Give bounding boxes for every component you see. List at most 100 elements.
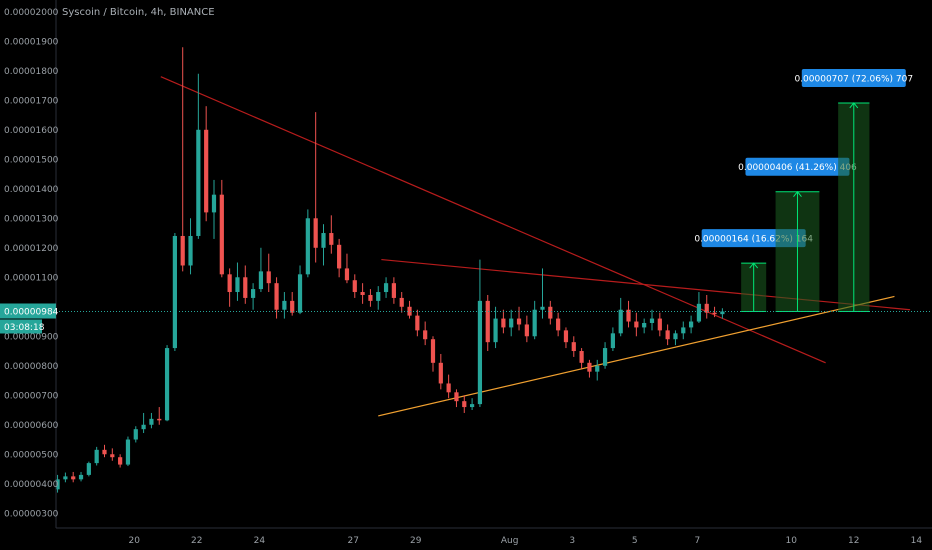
candle-body: [610, 333, 615, 349]
candle[interactable]: [133, 426, 138, 443]
candle[interactable]: [415, 309, 420, 337]
candle[interactable]: [712, 306, 717, 318]
candle[interactable]: [71, 471, 76, 483]
y-axis[interactable]: 0.00002000 0.00001900 0.00001800 0.00001700…: [4, 0, 59, 528]
candle[interactable]: [407, 300, 412, 319]
candle[interactable]: [305, 209, 310, 278]
candle[interactable]: [125, 436, 131, 467]
candle[interactable]: [524, 315, 529, 343]
candle[interactable]: [602, 342, 608, 369]
candle[interactable]: [470, 398, 475, 411]
candle[interactable]: [556, 312, 561, 337]
candle[interactable]: [454, 389, 459, 408]
candle[interactable]: [649, 309, 655, 331]
candle[interactable]: [321, 224, 326, 266]
candle[interactable]: [337, 238, 342, 278]
candle[interactable]: [673, 330, 678, 346]
candle[interactable]: [149, 412, 154, 429]
candle[interactable]: [681, 321, 686, 340]
candle[interactable]: [55, 474, 60, 493]
candle[interactable]: [720, 308, 725, 319]
candle[interactable]: [141, 412, 146, 434]
candle[interactable]: [493, 306, 498, 349]
candle[interactable]: [227, 268, 232, 307]
candle[interactable]: [696, 292, 702, 323]
candle[interactable]: [571, 336, 576, 357]
candle[interactable]: [477, 259, 483, 408]
candle[interactable]: [383, 277, 389, 298]
candle[interactable]: [344, 253, 350, 284]
candle[interactable]: [78, 471, 84, 482]
candle[interactable]: [251, 283, 256, 310]
candle[interactable]: [258, 247, 264, 293]
candle[interactable]: [157, 407, 162, 425]
candle[interactable]: [642, 318, 647, 334]
candle[interactable]: [172, 233, 177, 352]
candle[interactable]: [164, 345, 170, 422]
candle[interactable]: [63, 472, 68, 483]
target-label-box[interactable]: [801, 68, 906, 87]
candle[interactable]: [548, 300, 553, 325]
x-tick-label: 14: [911, 536, 923, 546]
candle[interactable]: [689, 315, 694, 334]
trendline-resistance[interactable]: [160, 76, 826, 364]
candle[interactable]: [618, 297, 623, 337]
candle[interactable]: [352, 274, 357, 298]
candle[interactable]: [485, 294, 490, 352]
candle[interactable]: [360, 283, 365, 304]
candle[interactable]: [282, 292, 287, 319]
y-tick-label: 0.00001600: [4, 126, 59, 136]
candle[interactable]: [313, 112, 318, 263]
candle[interactable]: [540, 268, 545, 319]
candle[interactable]: [188, 218, 193, 275]
candle[interactable]: [532, 300, 537, 340]
candle[interactable]: [438, 353, 443, 390]
candle[interactable]: [329, 215, 334, 254]
candle[interactable]: [211, 179, 217, 239]
x-tick-label: 5: [632, 536, 638, 546]
candle[interactable]: [665, 324, 670, 346]
candle[interactable]: [235, 262, 240, 301]
candle[interactable]: [204, 106, 209, 222]
candle[interactable]: [94, 446, 99, 466]
candle[interactable]: [376, 286, 381, 310]
trendline-resistance-2[interactable]: [381, 258, 911, 311]
candle[interactable]: [266, 253, 271, 293]
candle[interactable]: [430, 336, 436, 372]
candle[interactable]: [290, 292, 295, 316]
candle[interactable]: [704, 294, 709, 319]
candle[interactable]: [196, 73, 201, 239]
candle[interactable]: [462, 395, 467, 413]
candle[interactable]: [587, 359, 592, 378]
candle[interactable]: [595, 359, 600, 381]
candle[interactable]: [657, 312, 662, 337]
candle[interactable]: [446, 374, 451, 399]
candle[interactable]: [509, 309, 514, 337]
candle[interactable]: [501, 309, 506, 334]
candle[interactable]: [563, 327, 569, 349]
candle[interactable]: [102, 444, 107, 458]
candle[interactable]: [516, 306, 522, 331]
target-projections[interactable]: 0.00000164 (16.62%) 164 0.00000406 (41.26…: [694, 68, 913, 312]
x-axis[interactable]: 20 22 24 27 29 Aug 3 5 7 10 12 14: [56, 527, 932, 546]
candle[interactable]: [180, 47, 185, 272]
candle[interactable]: [219, 179, 224, 278]
candle[interactable]: [110, 448, 115, 461]
candle[interactable]: [626, 300, 631, 328]
candle[interactable]: [86, 461, 91, 477]
candle[interactable]: [391, 277, 396, 304]
candle[interactable]: [634, 312, 639, 337]
target-label-box[interactable]: [745, 157, 850, 176]
candle[interactable]: [297, 265, 303, 315]
candle[interactable]: [243, 265, 248, 304]
candle[interactable]: [399, 292, 404, 313]
countdown-label: 03:08:18: [4, 323, 45, 333]
candles[interactable]: [55, 47, 725, 493]
candle[interactable]: [274, 277, 279, 319]
candle[interactable]: [579, 348, 584, 369]
candle[interactable]: [368, 289, 373, 307]
candle[interactable]: [610, 327, 615, 352]
candle[interactable]: [423, 321, 428, 346]
candle[interactable]: [118, 454, 123, 468]
